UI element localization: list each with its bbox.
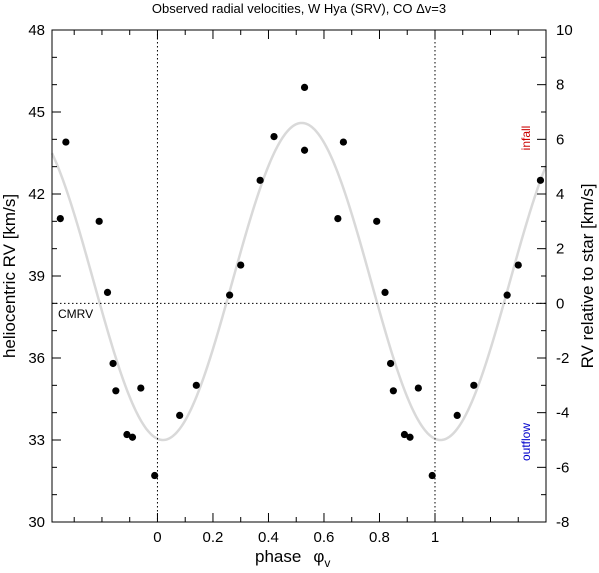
left-y-tick-label: 39	[28, 268, 45, 285]
data-point	[536, 176, 545, 184]
data-point	[400, 430, 409, 439]
right-y-tick-labels: -8 -6 -4 -2 0 2 4 6 8 10	[556, 22, 573, 531]
x-tick-label: 1	[431, 529, 439, 546]
data-point	[470, 381, 478, 389]
x-tick-label: 0.8	[369, 529, 390, 546]
x-tick-labels: 0 0.2 0.4 0.6 0.8 1	[153, 529, 439, 546]
left-y-tick-label: 36	[28, 350, 45, 367]
x-tick-label: 0.4	[258, 529, 279, 546]
data-point	[151, 471, 159, 480]
data-point	[62, 138, 70, 146]
data-point	[226, 291, 234, 299]
right-y-tick-label: 8	[556, 77, 564, 94]
left-y-tick-label: 42	[28, 186, 45, 203]
data-point	[270, 133, 278, 141]
x-tick-label: 0.6	[314, 529, 335, 546]
data-point	[137, 384, 145, 392]
infall-annotation: infall	[519, 126, 533, 151]
data-point	[256, 176, 264, 184]
left-y-axis-label: heliocentric RV [km/s]	[0, 194, 19, 358]
right-y-tick-label: -2	[556, 350, 569, 367]
data-point	[373, 217, 381, 225]
fit-curve	[50, 121, 548, 442]
data-point	[334, 215, 342, 223]
x-tick-label: 0.2	[203, 529, 224, 546]
data-point	[300, 146, 309, 154]
data-point	[453, 411, 461, 419]
axis-ticks	[52, 29, 547, 523]
data-point	[428, 471, 436, 480]
right-y-tick-label: -6	[556, 459, 569, 476]
data-point	[103, 288, 112, 296]
right-y-tick-label: 6	[556, 131, 564, 148]
left-y-tick-label: 30	[28, 514, 45, 531]
data-point	[123, 430, 131, 439]
data-point	[386, 359, 395, 368]
right-y-axis-label: RV relative to star [km/s]	[578, 184, 597, 369]
data-point	[176, 411, 184, 419]
x-axis-label: phase φv	[255, 547, 330, 570]
data-point	[503, 291, 511, 299]
x-tick-label: 0	[153, 529, 161, 546]
data-point	[109, 359, 117, 368]
x-axis-phi-symbol: φ	[313, 547, 324, 566]
data-point	[381, 288, 389, 296]
right-y-tick-label: 0	[556, 295, 564, 312]
data-point	[300, 83, 309, 91]
data-point	[406, 433, 414, 441]
data-points	[56, 83, 545, 480]
data-point	[414, 384, 422, 392]
reference-lines	[52, 30, 546, 522]
left-y-tick-label: 33	[28, 432, 45, 449]
cmrv-label: CMRV	[58, 307, 93, 321]
data-point	[339, 138, 348, 146]
right-y-tick-label: 2	[556, 241, 564, 258]
left-y-tick-label: 45	[28, 104, 45, 121]
data-point	[56, 215, 64, 223]
data-point	[112, 387, 120, 395]
fit-curve-layer	[50, 121, 548, 442]
x-axis-label-text: phase	[255, 547, 301, 566]
left-y-tick-label: 48	[28, 22, 45, 39]
data-point	[237, 261, 245, 269]
right-y-tick-label: -4	[556, 405, 569, 422]
right-y-tick-label: -8	[556, 514, 569, 531]
x-axis-phi-subscript: v	[324, 556, 330, 570]
data-point	[128, 433, 137, 441]
plot-frame	[51, 29, 547, 523]
outflow-annotation: outflow	[519, 423, 533, 461]
right-y-tick-label: 4	[556, 186, 564, 203]
data-point	[95, 217, 103, 225]
data-point	[192, 381, 200, 389]
data-point	[514, 261, 522, 269]
chart-title: Observed radial velocities, W Hya (SRV),…	[152, 1, 446, 16]
right-y-tick-label: 10	[556, 22, 573, 39]
data-point	[389, 387, 397, 395]
left-y-tick-labels: 30 33 36 39 42 45 48	[28, 22, 45, 531]
